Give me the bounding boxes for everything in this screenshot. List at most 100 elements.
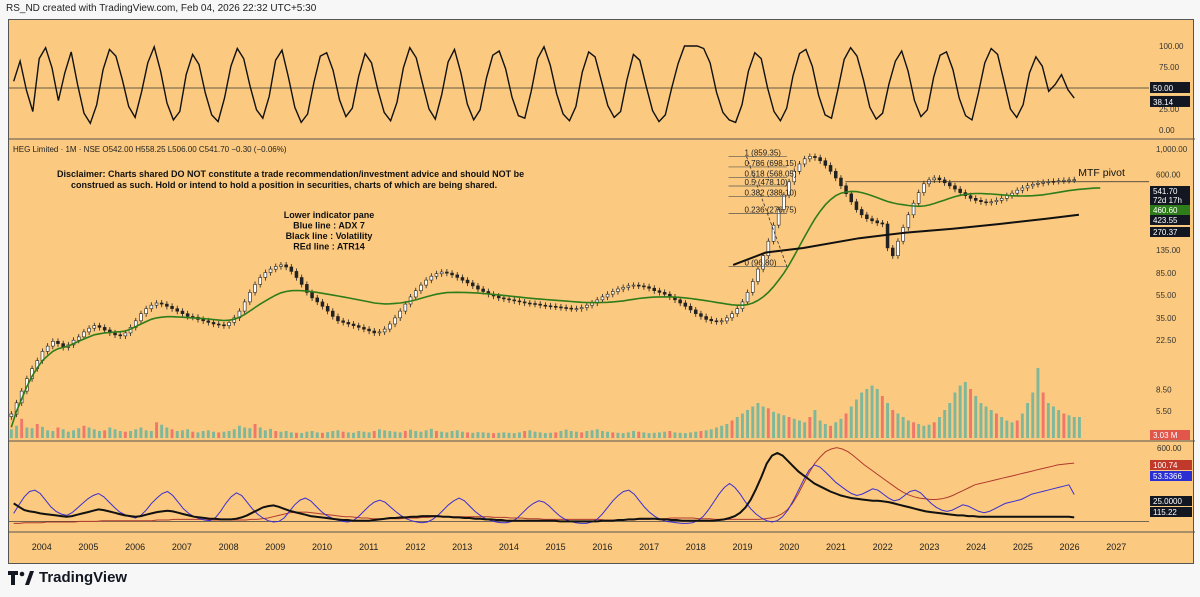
volume-bar bbox=[554, 432, 558, 438]
candle-body bbox=[543, 304, 548, 307]
chart-svg[interactable]: 100.00 75.00 25.00 0.00 50.00 38.14 1,000.00 60… bbox=[9, 20, 1195, 565]
candle-body bbox=[222, 324, 226, 327]
volume-bar bbox=[341, 431, 345, 438]
candle-body bbox=[294, 271, 299, 278]
volume-bar bbox=[82, 425, 86, 439]
volume-bar bbox=[626, 432, 630, 438]
volume-bar bbox=[362, 431, 366, 438]
lower-label-bg bbox=[1150, 496, 1192, 506]
volume-bar bbox=[46, 430, 50, 438]
candle-body bbox=[170, 305, 174, 309]
candle-body bbox=[984, 201, 988, 204]
volume-bar bbox=[481, 432, 485, 438]
candle-body bbox=[154, 302, 159, 306]
candle-body bbox=[248, 292, 252, 303]
volume-bar bbox=[637, 431, 641, 438]
top-axis-tick: 0.00 bbox=[1159, 126, 1175, 135]
chart-header: RS_ND created with TradingView.com, Feb … bbox=[6, 3, 317, 14]
candle-body bbox=[175, 308, 180, 312]
candle-body bbox=[631, 284, 636, 287]
volume-bar bbox=[409, 429, 412, 438]
candle-body bbox=[258, 277, 263, 285]
volume-bar bbox=[621, 433, 625, 438]
fib-label: 1 (859.35) bbox=[745, 148, 782, 157]
candle-body bbox=[476, 285, 480, 290]
volume-bar bbox=[450, 431, 454, 438]
volume-bar bbox=[865, 389, 869, 438]
candle-body bbox=[564, 307, 568, 309]
candle-body bbox=[284, 264, 288, 268]
candle-body bbox=[890, 247, 895, 257]
lower-label-bg bbox=[1150, 471, 1192, 481]
candle-body bbox=[496, 295, 501, 299]
volume-bar bbox=[502, 432, 506, 438]
volume-bar bbox=[989, 410, 993, 438]
volume-bar bbox=[170, 429, 174, 439]
volume-bar bbox=[1062, 413, 1066, 438]
volume-bar bbox=[1041, 392, 1045, 438]
price-axis-tick: 600.00 bbox=[1156, 171, 1181, 180]
volume-bar bbox=[932, 422, 936, 439]
candle-body bbox=[377, 331, 382, 334]
candle-body bbox=[636, 284, 641, 287]
candle-body bbox=[227, 322, 231, 326]
time-axis-tick: 2016 bbox=[592, 542, 612, 552]
candle-body bbox=[616, 288, 620, 292]
volume-bar bbox=[378, 429, 381, 439]
volatility-line bbox=[13, 451, 1075, 523]
candle-body bbox=[709, 318, 713, 322]
black-line bbox=[732, 213, 1080, 266]
volume-bar bbox=[652, 432, 656, 439]
volume-bar bbox=[709, 429, 713, 439]
legend-line: Blue line : ADX 7 bbox=[293, 221, 365, 231]
candle-body bbox=[139, 313, 143, 322]
volume-bar bbox=[575, 431, 578, 438]
volume-bar bbox=[528, 430, 532, 438]
volume-bar bbox=[938, 417, 941, 438]
volume-bar bbox=[772, 411, 775, 439]
candle-body bbox=[315, 297, 319, 303]
logo-text: TradingView bbox=[39, 569, 128, 586]
volume-bar bbox=[191, 431, 195, 438]
candle-body bbox=[610, 291, 615, 295]
price-label: 541.70 bbox=[1153, 187, 1178, 196]
volume-bar bbox=[995, 413, 998, 438]
candle-body bbox=[911, 202, 916, 216]
candle-body bbox=[548, 305, 553, 308]
candle-body bbox=[714, 320, 719, 323]
price-label-bg bbox=[1150, 205, 1190, 215]
volume-bar bbox=[440, 431, 444, 438]
volume-bar bbox=[1031, 392, 1035, 438]
volume-bar bbox=[160, 424, 164, 438]
volume-bar bbox=[61, 429, 65, 439]
candle-body bbox=[92, 325, 97, 329]
candle-body bbox=[885, 223, 890, 249]
volume-bar bbox=[974, 396, 978, 438]
candle-body bbox=[813, 156, 817, 158]
time-axis-tick: 2023 bbox=[919, 542, 939, 552]
volume-bar bbox=[958, 385, 962, 438]
volume-bar bbox=[51, 431, 55, 438]
candle-body bbox=[647, 286, 651, 289]
volume-bar bbox=[725, 424, 729, 438]
volume-bar bbox=[77, 428, 81, 438]
volume-bar bbox=[922, 425, 926, 439]
volume-bar bbox=[823, 424, 827, 438]
volume-bar bbox=[476, 432, 480, 439]
candle-body bbox=[299, 277, 304, 285]
legend-line: Lower indicator pane bbox=[284, 210, 375, 220]
candle-body bbox=[538, 303, 542, 306]
top-oscillator-line bbox=[13, 44, 1075, 125]
chart-frame[interactable]: 100.00 75.00 25.00 0.00 50.00 38.14 1,000.00 60… bbox=[8, 19, 1195, 565]
volume-bar bbox=[813, 410, 817, 438]
volume-bar bbox=[803, 422, 807, 439]
candle-body bbox=[398, 310, 402, 319]
volume-bar bbox=[969, 389, 972, 438]
volume-bar bbox=[792, 418, 796, 439]
candle-body bbox=[870, 218, 874, 222]
tradingview-logo: TradingView bbox=[8, 569, 127, 586]
fib-trend-line bbox=[746, 156, 788, 267]
candle-body bbox=[56, 340, 60, 344]
volume-bar bbox=[839, 418, 843, 439]
candle-body bbox=[699, 313, 703, 317]
